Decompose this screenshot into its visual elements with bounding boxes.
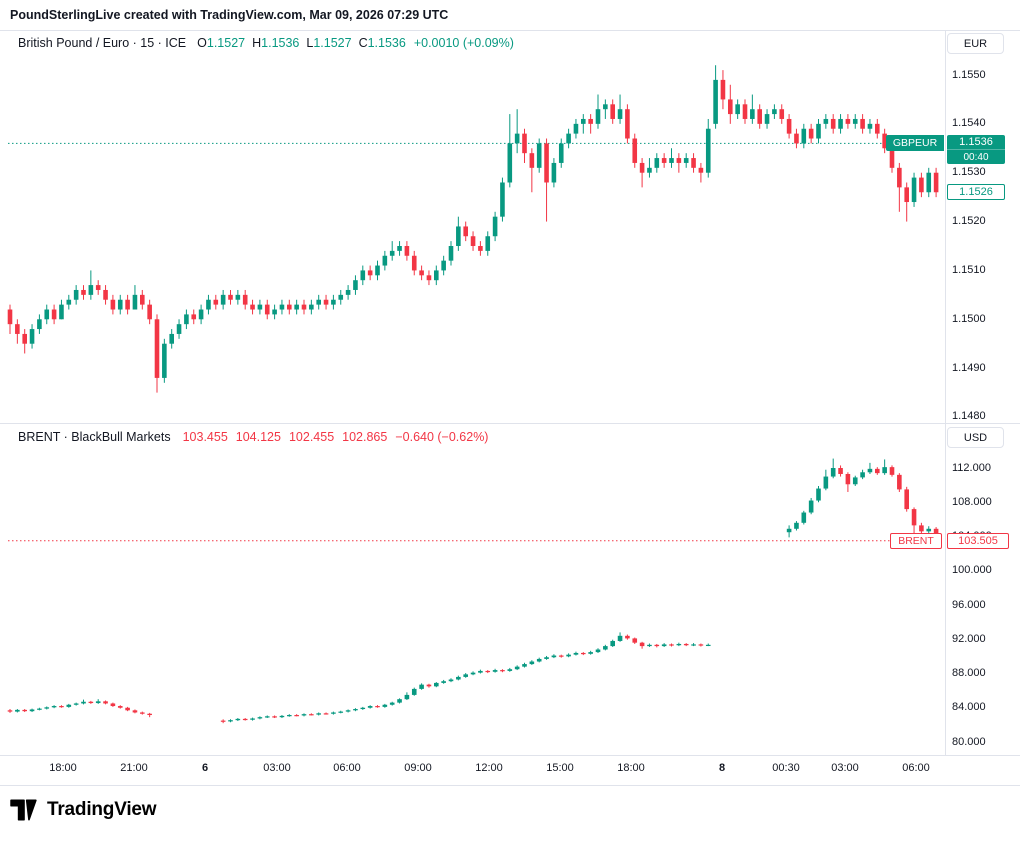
gbpeur-legend[interactable]: British Pound / Euro · 15 · ICE O1.1527 H1… <box>18 36 514 50</box>
time-axis-label: 09:00 <box>404 762 432 774</box>
chart-bottom-border <box>0 785 1020 786</box>
time-axis-label: 03:00 <box>263 762 291 774</box>
y-axis-label: 100.000 <box>952 564 992 577</box>
high-value: 1.1536 <box>261 36 300 50</box>
time-axis[interactable] <box>0 756 1020 785</box>
attribution-text: PoundSterlingLive created with TradingVi… <box>10 8 449 22</box>
usd-currency-button[interactable]: USD <box>947 427 1004 448</box>
gbpeur-secondary-price-label: 1.1526 <box>947 184 1005 201</box>
close-label: C <box>358 36 368 50</box>
y-axis-label: 1.1500 <box>952 312 986 325</box>
time-axis-label: 18:00 <box>49 762 77 774</box>
brent-open-value: 103.455 <box>182 430 228 444</box>
tradingview-logo-icon <box>10 799 37 821</box>
y-axis-label: 80.000 <box>952 735 986 748</box>
low-label: L <box>306 36 314 50</box>
eur-currency-button[interactable]: EUR <box>947 33 1004 54</box>
bar-countdown: 00:40 <box>947 149 1005 164</box>
high-label: H <box>252 36 262 50</box>
y-axis-label: 1.1490 <box>952 361 986 374</box>
brent-change-value: −0.640 (−0.62%) <box>395 430 489 444</box>
brent-low-value: 102.455 <box>288 430 335 444</box>
time-axis-label: 8 <box>718 762 726 774</box>
y-axis-label: 1.1530 <box>952 166 986 179</box>
y-axis-label: 1.1480 <box>952 410 986 423</box>
y-axis-label: 84.000 <box>952 701 986 714</box>
candles-brent <box>7 458 939 724</box>
time-axis-label: 6 <box>201 762 209 774</box>
y-axis-label: 1.1540 <box>952 117 986 130</box>
pane-divider[interactable] <box>0 423 1020 424</box>
brent-high-value: 104.125 <box>235 430 281 444</box>
chart-top-border <box>0 30 1020 31</box>
brent-last-price-badge: 103.505 <box>947 532 1009 549</box>
y-axis-label: 112.000 <box>952 461 991 474</box>
gbpeur-last-price: 1.1536 <box>959 136 993 149</box>
open-value: 1.1527 <box>206 36 246 50</box>
time-axis-label: 18:00 <box>617 762 645 774</box>
time-axis-label: 06:00 <box>333 762 361 774</box>
low-value: 1.1527 <box>313 36 352 50</box>
time-axis-label: 15:00 <box>546 762 574 774</box>
price-chart-canvas[interactable] <box>0 0 945 785</box>
y-axis-label: 1.1510 <box>952 263 986 276</box>
brent-symbol-tag: BRENT <box>890 532 942 549</box>
gbpeur-symbol-price-tag: GBPEUR <box>886 135 944 152</box>
time-axis-label: 12:00 <box>475 762 503 774</box>
gbpeur-symbol-title: British Pound / Euro · 15 · ICE <box>18 36 187 50</box>
tradingview-logo-text: TradingView <box>47 799 157 820</box>
brent-legend[interactable]: BRENT · BlackBull Markets 103.455 104.125 1… <box>18 430 488 444</box>
y-axis-label: 1.1520 <box>952 215 986 228</box>
gbpeur-last-price-badge: 1.1536 00:40 <box>947 135 1005 165</box>
close-value: 1.1536 <box>367 36 406 50</box>
price-scale-border <box>945 30 946 755</box>
time-axis-label: 06:00 <box>902 762 930 774</box>
y-axis-label: 96.000 <box>952 598 986 611</box>
brent-close-value: 102.865 <box>342 430 388 444</box>
time-axis-label: 00:30 <box>772 762 800 774</box>
time-axis-border <box>0 755 1020 756</box>
y-axis-label: 108.000 <box>952 495 992 508</box>
time-axis-label: 03:00 <box>831 762 859 774</box>
brent-symbol-title: BRENT · BlackBull Markets <box>18 430 171 444</box>
time-axis-label: 21:00 <box>120 762 148 774</box>
y-axis-label: 1.1550 <box>952 68 986 81</box>
y-axis-label: 92.000 <box>952 632 986 645</box>
y-axis-label: 88.000 <box>952 667 986 679</box>
open-label: O <box>197 36 207 50</box>
candles-gbpeur <box>7 65 939 393</box>
gbpeur-change-value: +0.0010 (+0.09%) <box>413 36 514 50</box>
tradingview-logo-link[interactable]: TradingView <box>10 799 157 821</box>
